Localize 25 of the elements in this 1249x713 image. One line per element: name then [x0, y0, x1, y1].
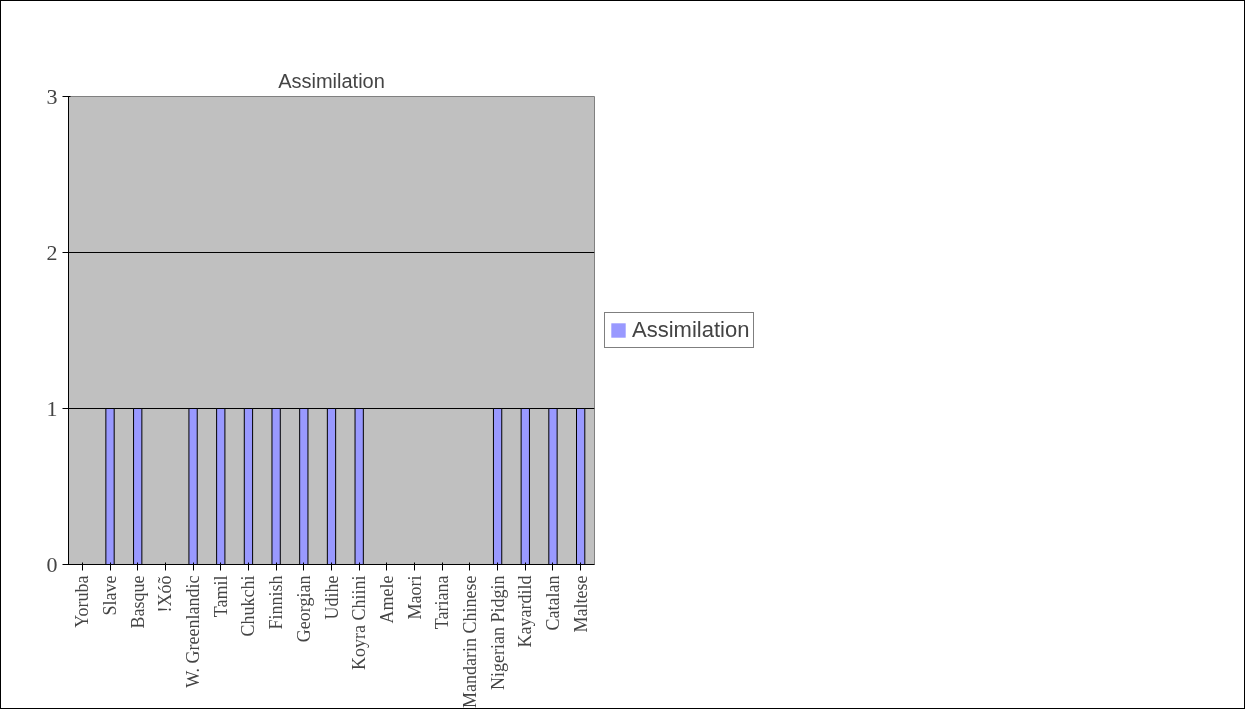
x-tick-label: Georgian [293, 575, 314, 643]
y-tick-label: 3 [46, 83, 58, 109]
x-tick-label: Basque [127, 575, 148, 629]
legend-label: Assimilation [632, 317, 750, 343]
chart-title: Assimilation [278, 69, 385, 92]
x-tick-label: Nigerian Pidgin [487, 575, 508, 690]
x-tick-label: !Xóõ [155, 575, 176, 613]
x-tick-label: Chukchi [238, 575, 259, 637]
x-tick-label: Slave [100, 575, 121, 616]
x-tick-label: Amele [376, 575, 397, 624]
x-tick-label: Yoruba [72, 575, 93, 628]
y-tick-label: 0 [46, 551, 58, 577]
x-tick-label: Catalan [542, 575, 563, 631]
x-tick-label: Koyra Chiini [349, 575, 370, 670]
x-tick-label: Finnish [266, 575, 287, 630]
x-tick-label: Mandarin Chinese [459, 575, 480, 708]
y-tick-label: 2 [46, 239, 58, 265]
x-tick-label: W. Greenlandic [183, 575, 204, 688]
x-tick-label: Maori [404, 575, 425, 620]
x-tick-label: Tamil [210, 575, 231, 618]
y-tick-label: 1 [46, 395, 58, 421]
x-tick-label: Kayardild [515, 575, 536, 648]
x-tick-label: Udihe [321, 575, 342, 620]
x-tick-label: Maltese [570, 575, 591, 633]
x-tick-label: Tariana [432, 575, 453, 630]
